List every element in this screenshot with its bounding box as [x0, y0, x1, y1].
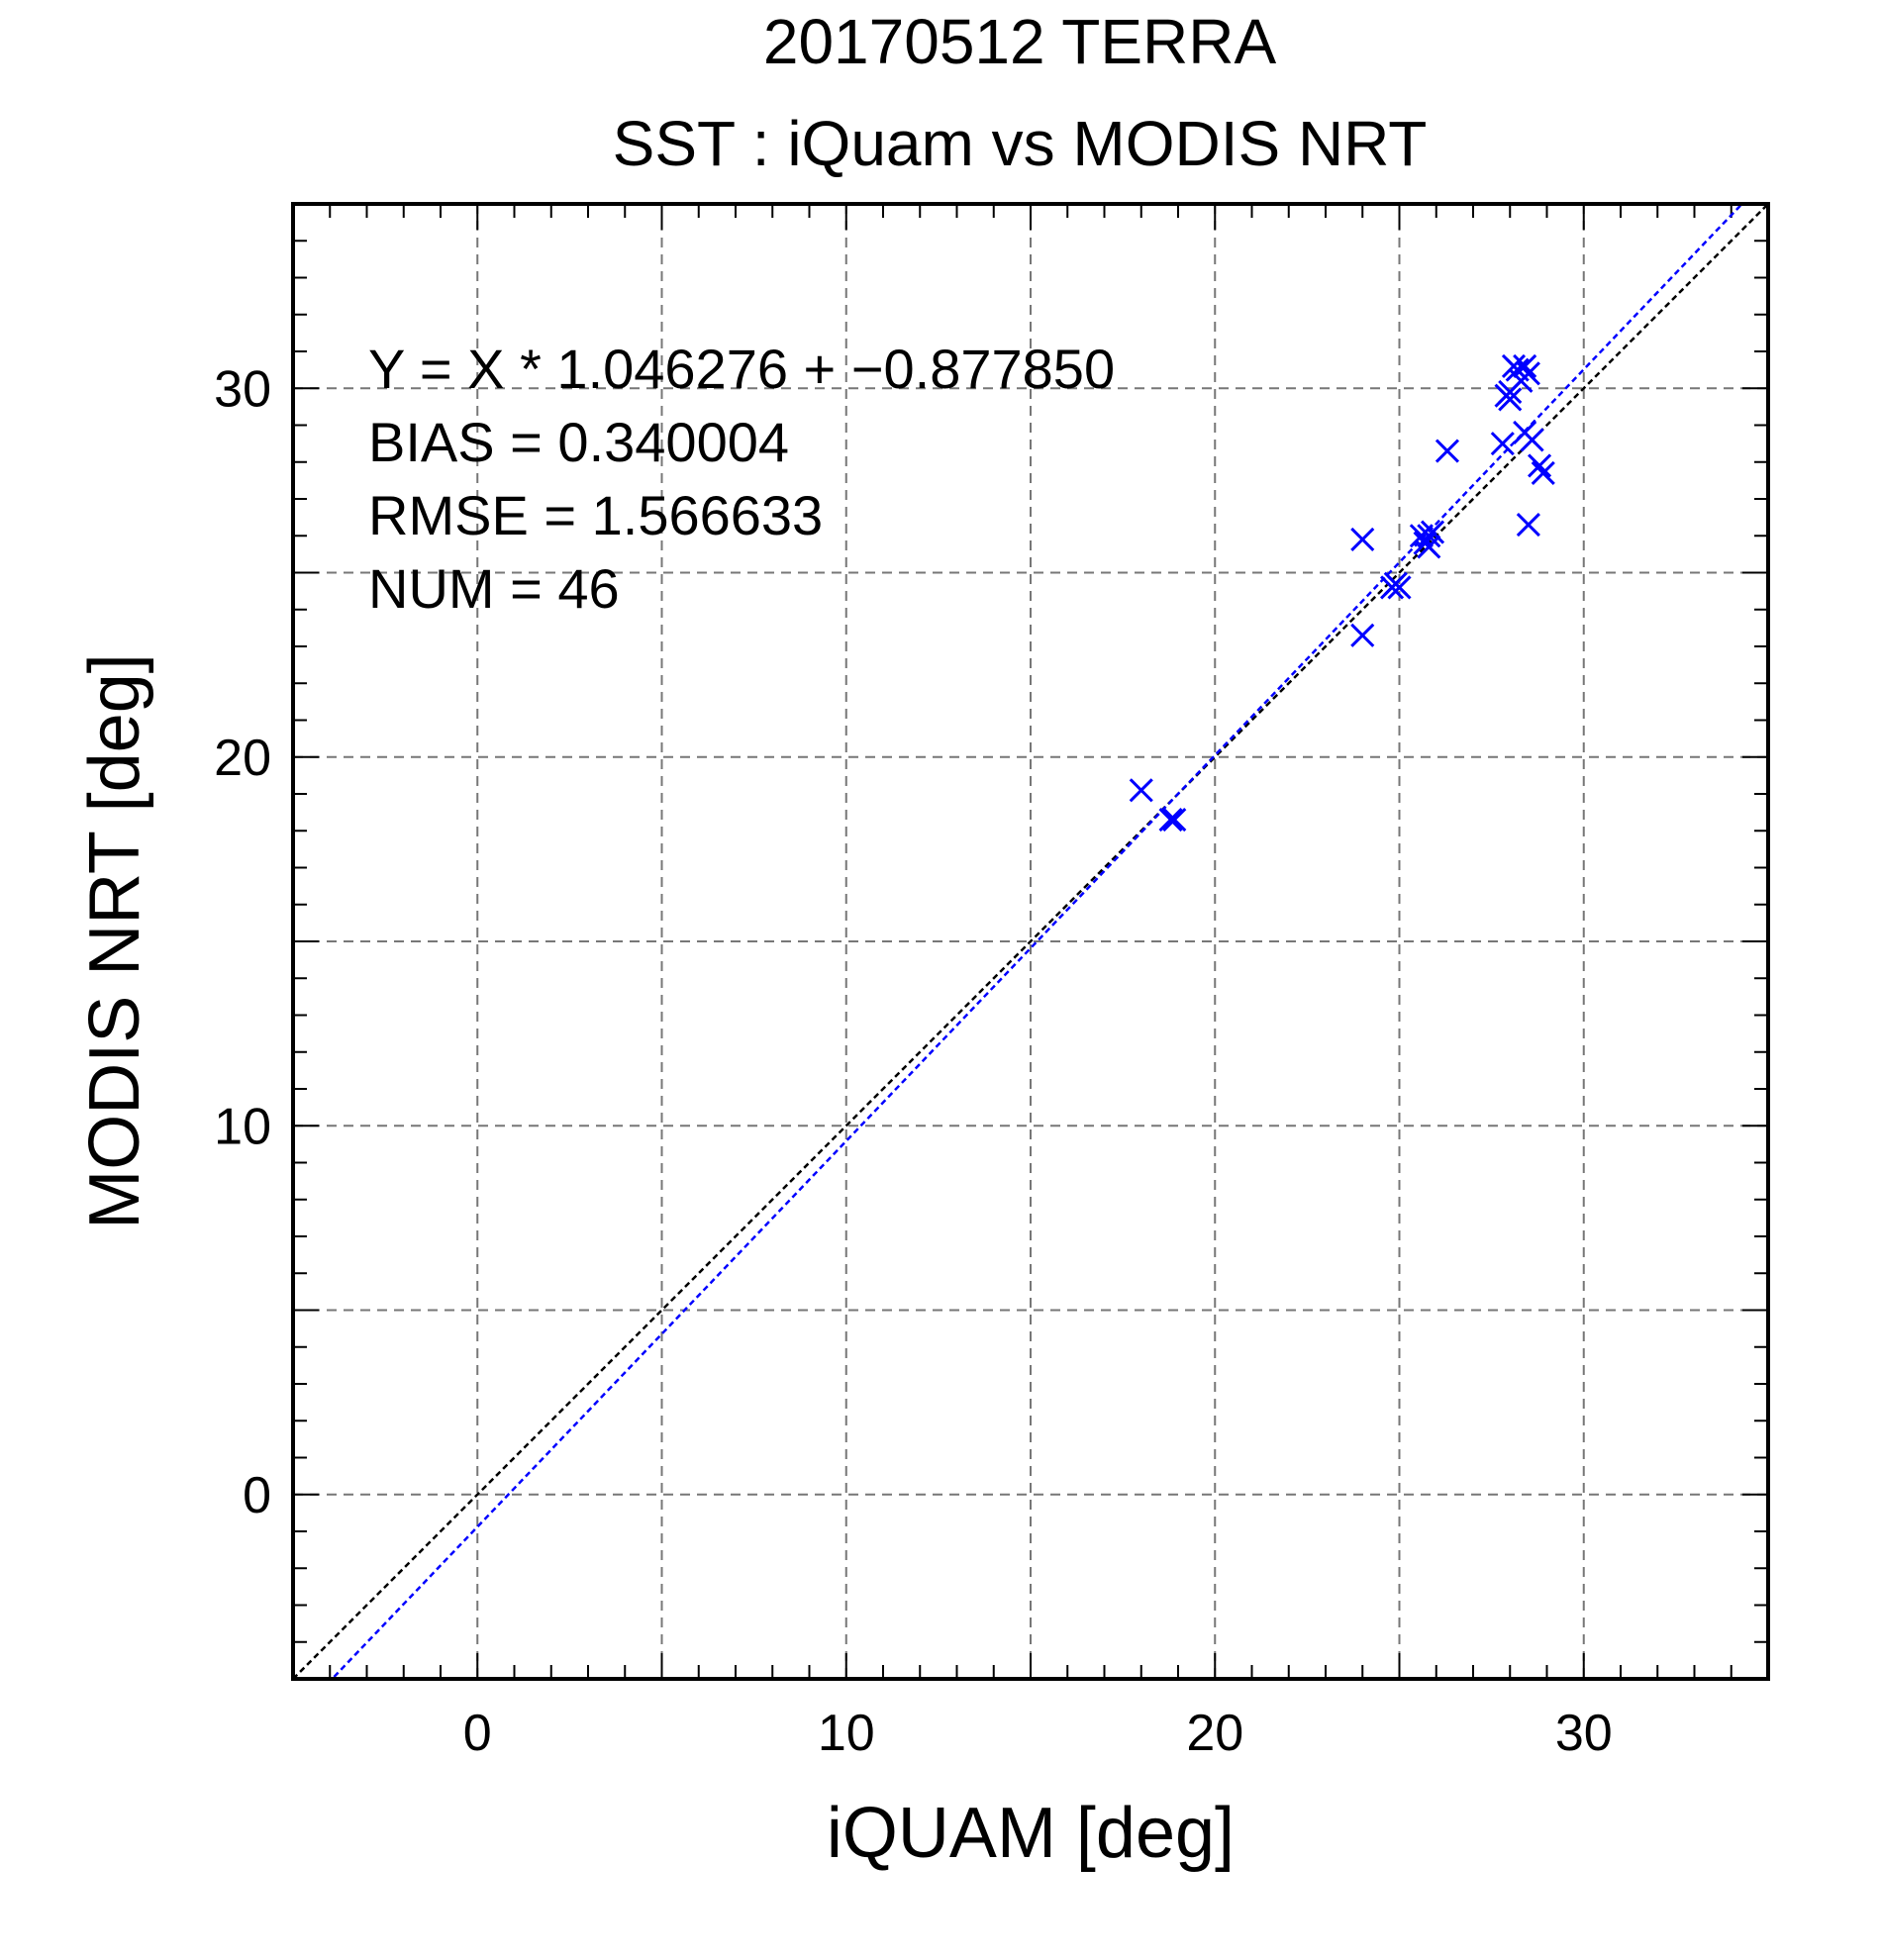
x-tick-label: 0	[463, 1705, 492, 1762]
data-point	[1527, 453, 1552, 478]
data-point	[1158, 808, 1183, 833]
y-tick-label: 10	[214, 1098, 271, 1155]
bias-stat: BIAS = 0.340004	[368, 411, 789, 473]
x-axis-label: iQUAM [deg]	[827, 1794, 1235, 1873]
y-tick-labels: 0 10 20 30	[214, 360, 271, 1524]
chart-subtitle: SST : iQuam vs MODIS NRT	[612, 108, 1428, 179]
regression-equation: Y = X * 1.046276 + −0.877850	[368, 338, 1115, 400]
data-point	[1513, 353, 1537, 378]
rmse-stat: RMSE = 1.566633	[368, 484, 823, 546]
x-tick-label: 30	[1555, 1705, 1613, 1762]
data-point	[1162, 808, 1187, 833]
grid	[293, 204, 1768, 1679]
data-point	[1531, 460, 1555, 485]
data-point	[1516, 513, 1540, 538]
axis-ticks	[293, 204, 1768, 1679]
data-point	[1387, 575, 1412, 600]
x-tick-label: 10	[818, 1705, 875, 1762]
x-tick-label: 20	[1186, 1705, 1243, 1762]
data-point	[1490, 432, 1515, 456]
data-point	[1129, 778, 1153, 803]
data-point	[1420, 520, 1445, 544]
chart-title: 20170512 TERRA	[762, 6, 1277, 77]
data-points	[1129, 353, 1555, 833]
data-point	[1350, 527, 1375, 552]
y-tick-label: 20	[214, 730, 271, 787]
x-tick-labels: 0 10 20 30	[463, 1705, 1613, 1762]
data-point	[1520, 428, 1544, 452]
y-tick-label: 30	[214, 360, 271, 418]
data-point	[1435, 439, 1459, 463]
data-point	[1350, 623, 1375, 647]
data-point	[1417, 535, 1441, 559]
y-tick-label: 0	[243, 1467, 271, 1524]
data-point	[1516, 361, 1540, 386]
data-point	[1498, 387, 1523, 412]
num-stat: NUM = 46	[368, 557, 620, 620]
plot-frame	[291, 202, 1770, 1681]
y-axis-label: MODIS NRT [deg]	[75, 653, 154, 1229]
